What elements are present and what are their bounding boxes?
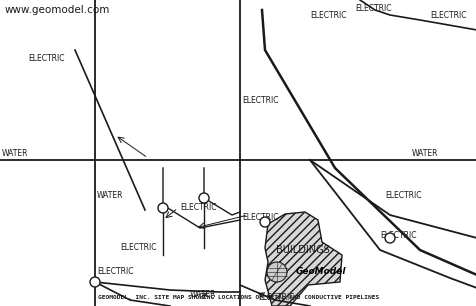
Text: ELECTRIC: ELECTRIC — [354, 3, 391, 13]
Circle shape — [384, 233, 394, 243]
Text: ELECTRIC: ELECTRIC — [120, 242, 156, 252]
Text: ELECTRIC: ELECTRIC — [429, 10, 466, 20]
Text: ELECTRIC: ELECTRIC — [309, 10, 346, 20]
Text: www.geomodel.com: www.geomodel.com — [5, 5, 110, 15]
Text: ELECTRIC: ELECTRIC — [28, 54, 64, 62]
Text: WATER: WATER — [189, 290, 216, 300]
Text: WATER: WATER — [97, 191, 123, 200]
Text: BUILDINGS: BUILDINGS — [276, 245, 329, 255]
Text: ELECTRIC: ELECTRIC — [241, 214, 278, 222]
Circle shape — [198, 193, 208, 203]
Circle shape — [158, 203, 168, 213]
Text: ELECTRIC: ELECTRIC — [379, 230, 416, 240]
Text: ELECTRIC: ELECTRIC — [241, 95, 278, 105]
Text: ELECTRIC: ELECTRIC — [97, 267, 133, 277]
Text: GeoModel: GeoModel — [296, 267, 346, 277]
Circle shape — [90, 277, 100, 287]
Text: GEOMODEL, INC. SITE MAP SHOWING LOCATIONS OF METAL AND CONDUCTIVE PIPELINES: GEOMODEL, INC. SITE MAP SHOWING LOCATION… — [98, 295, 378, 300]
Circle shape — [267, 262, 287, 282]
Text: WATER: WATER — [411, 148, 437, 158]
Text: ELECTRIC: ELECTRIC — [258, 293, 294, 303]
Circle shape — [259, 217, 269, 227]
Polygon shape — [265, 212, 341, 306]
Text: WATER: WATER — [2, 148, 29, 158]
Text: ELECTRIC: ELECTRIC — [384, 191, 421, 200]
Text: ELECTRIC: ELECTRIC — [179, 203, 216, 211]
